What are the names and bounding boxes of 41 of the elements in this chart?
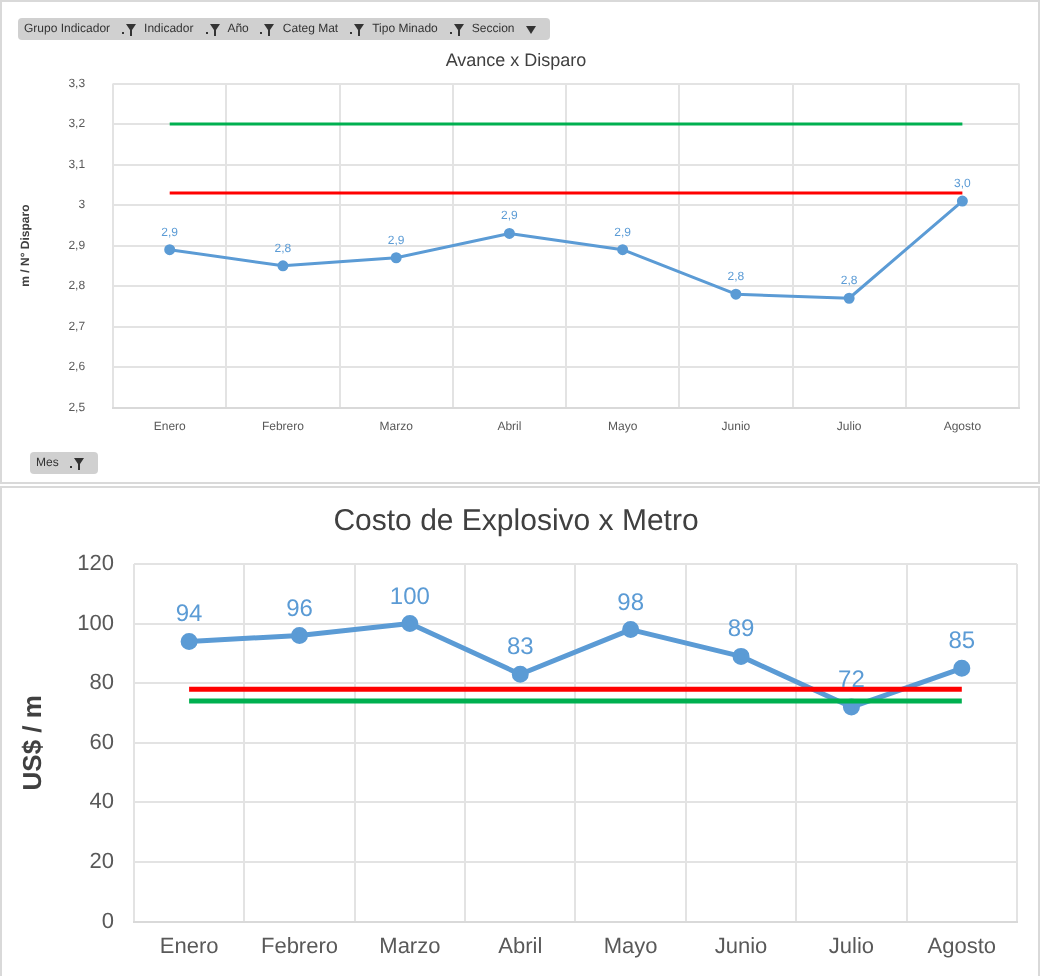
x-tick-label: Mayo <box>603 934 658 959</box>
x-tick-label: Agosto <box>927 934 997 959</box>
data-label: 72 <box>838 665 866 694</box>
x-tick-label: Junio <box>714 934 768 959</box>
data-label: 98 <box>617 587 645 616</box>
y-axis-title: US$ / m <box>16 695 47 791</box>
point <box>390 252 402 264</box>
point <box>401 615 419 633</box>
x-tick-label: Marzo <box>379 934 441 959</box>
point <box>503 227 515 239</box>
data-label: 96 <box>286 593 314 622</box>
y-tick-label: 80 <box>89 671 114 696</box>
point <box>956 195 968 207</box>
point <box>622 621 640 639</box>
chart-title: Costo de Explosivo x Metro <box>333 504 699 539</box>
data-label: 89 <box>727 614 756 643</box>
point <box>730 288 742 300</box>
data-label: 100 <box>389 581 431 610</box>
data-label: 83 <box>506 632 535 661</box>
y-tick-label: 100 <box>77 611 114 636</box>
x-tick-label: Enero <box>159 934 219 959</box>
point <box>164 244 176 256</box>
y-tick-label: 60 <box>89 730 114 755</box>
point <box>511 665 529 683</box>
y-tick-label: 0 <box>101 909 114 934</box>
point <box>953 659 971 677</box>
x-tick-label: Julio <box>828 934 875 959</box>
data-label: 85 <box>948 626 976 655</box>
point <box>277 260 289 272</box>
y-tick-label: 20 <box>89 850 114 875</box>
point <box>843 292 855 304</box>
chart-title: Avance x Disparo <box>445 49 587 70</box>
point <box>732 647 750 665</box>
data-label: 94 <box>175 599 204 628</box>
point <box>180 632 198 650</box>
point <box>617 244 629 256</box>
y-tick-label: 40 <box>89 790 114 815</box>
x-tick-label: Abril <box>498 934 543 959</box>
x-tick-label: Febrero <box>260 934 339 959</box>
y-tick-label: 120 <box>77 552 114 577</box>
point <box>290 627 308 645</box>
